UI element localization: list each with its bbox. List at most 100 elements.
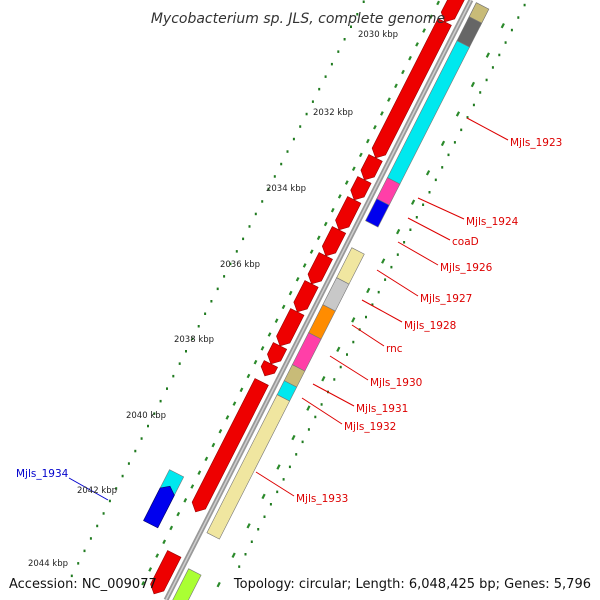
guide-dot bbox=[403, 241, 406, 244]
guide-dot bbox=[447, 153, 450, 157]
inner-tick bbox=[295, 276, 300, 282]
reverse-gene-arrow bbox=[321, 226, 347, 257]
outer-tick bbox=[455, 111, 461, 117]
green-ticks bbox=[141, 0, 505, 588]
inner-tick bbox=[239, 387, 244, 393]
guide-dot bbox=[396, 253, 399, 256]
guide-dot bbox=[510, 28, 513, 32]
reverse-gene-arrow bbox=[307, 252, 333, 285]
outer-tick bbox=[216, 581, 221, 588]
guide-dot bbox=[295, 453, 298, 456]
guide-dot bbox=[276, 490, 279, 494]
guide-dot bbox=[504, 41, 507, 44]
guide-dot bbox=[238, 565, 241, 568]
kbp-label: 2044 kbp bbox=[28, 559, 68, 569]
callout-line bbox=[417, 197, 465, 220]
guide-dot bbox=[299, 125, 302, 128]
guide-dot bbox=[346, 353, 348, 356]
guide-dot bbox=[314, 415, 317, 419]
guide-dot bbox=[178, 362, 181, 365]
kbp-label: 2036 kbp bbox=[220, 260, 260, 270]
guide-dot bbox=[377, 290, 380, 294]
guide-dot bbox=[127, 462, 130, 465]
guide-dot bbox=[216, 287, 219, 291]
gene-label: Mjls_1928 bbox=[404, 320, 456, 332]
inner-tick bbox=[323, 221, 328, 227]
kbp-label: 2040 kbp bbox=[126, 411, 166, 421]
guide-dot bbox=[428, 191, 431, 194]
guide-dot bbox=[491, 66, 494, 69]
inner-tick bbox=[218, 428, 223, 434]
guide-dot bbox=[352, 340, 355, 344]
guide-dot bbox=[460, 128, 463, 132]
reverse-gene-arrow bbox=[276, 308, 305, 347]
guide-dot bbox=[267, 187, 270, 191]
inner-tick bbox=[176, 511, 181, 517]
forward-gene-box bbox=[365, 198, 390, 228]
gene-label: Mjls_1927 bbox=[420, 293, 472, 305]
guide-dot bbox=[365, 315, 367, 319]
callout-line bbox=[407, 217, 451, 241]
inner-tick bbox=[436, 0, 440, 6]
outer-tick bbox=[500, 22, 505, 29]
guide-dot bbox=[153, 412, 156, 415]
guide-dot bbox=[134, 449, 137, 453]
callout-line bbox=[376, 269, 419, 297]
outer-tick bbox=[351, 317, 356, 323]
guide-dot bbox=[204, 312, 207, 315]
dotted-guide-lines bbox=[70, 0, 526, 578]
callout-line bbox=[351, 324, 385, 347]
guide-dot bbox=[108, 499, 111, 503]
outer-tick bbox=[366, 287, 371, 294]
forward-gene-box bbox=[206, 394, 291, 540]
outer-tick bbox=[231, 552, 236, 558]
inner-tick bbox=[380, 111, 384, 116]
outer-tick bbox=[440, 140, 446, 147]
accession-text: Accession: NC_009077 bbox=[9, 577, 157, 592]
guide-dot bbox=[235, 250, 238, 253]
guide-dot bbox=[286, 150, 289, 153]
guide-dot bbox=[89, 537, 92, 540]
guide-dot bbox=[102, 512, 105, 515]
guide-dot bbox=[197, 325, 200, 328]
reverse-gene-arrow bbox=[440, 0, 465, 23]
guide-dot bbox=[523, 3, 526, 7]
guide-dot bbox=[330, 62, 333, 66]
label-callouts: Mjls_1923 Mjls_1924 coaD Mjls_1926 Mjls_1927… bbox=[16, 117, 562, 505]
inner-tick bbox=[316, 235, 321, 241]
inner-tick bbox=[169, 525, 174, 531]
guide-dot bbox=[70, 574, 73, 578]
guide-dot bbox=[115, 487, 118, 490]
callout-line bbox=[329, 355, 369, 381]
forward-gene-box bbox=[172, 568, 202, 600]
guide-dot bbox=[311, 100, 314, 103]
inner-tick bbox=[162, 539, 167, 545]
guide-dot bbox=[185, 350, 187, 353]
callout-line bbox=[68, 477, 109, 501]
reverse-gene-arrow bbox=[360, 154, 383, 181]
guide-dot bbox=[517, 16, 520, 19]
inner-tick bbox=[253, 359, 258, 365]
callout-line bbox=[361, 299, 403, 323]
outer-tick bbox=[410, 199, 416, 205]
inner-tick bbox=[351, 166, 356, 172]
guide-dot bbox=[166, 387, 168, 390]
inner-tick bbox=[344, 180, 349, 185]
guide-dot bbox=[356, 13, 359, 16]
inner-tick bbox=[267, 332, 272, 337]
reverse-gene-arrow bbox=[335, 196, 362, 231]
guide-dot bbox=[288, 465, 291, 469]
guide-dot bbox=[498, 53, 501, 57]
reverse-gene-arrow bbox=[150, 550, 182, 595]
gene-label: Mjls_1933 bbox=[296, 493, 348, 505]
guide-dot bbox=[273, 175, 276, 178]
reverse-gene-arrow bbox=[293, 280, 319, 313]
outer-tick bbox=[425, 170, 431, 176]
outer-tick bbox=[470, 81, 476, 88]
inner-tick bbox=[204, 456, 209, 462]
callout-line bbox=[255, 471, 295, 497]
reverse-gene-arrow bbox=[371, 18, 452, 159]
inner-tick bbox=[225, 415, 230, 420]
guide-dot bbox=[191, 337, 194, 340]
guide-dot bbox=[343, 38, 346, 41]
